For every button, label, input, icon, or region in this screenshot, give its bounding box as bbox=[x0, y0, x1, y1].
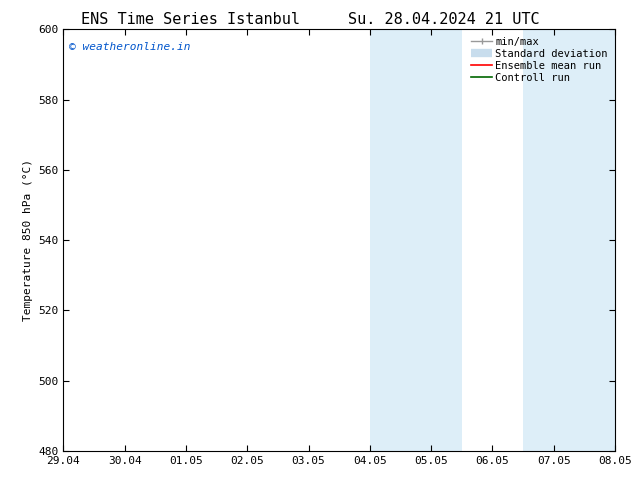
Bar bbox=[370, 29, 462, 451]
Text: © weatheronline.in: © weatheronline.in bbox=[69, 42, 190, 52]
Bar bbox=[523, 29, 634, 451]
Text: ENS Time Series Istanbul: ENS Time Series Istanbul bbox=[81, 12, 300, 27]
Text: Su. 28.04.2024 21 UTC: Su. 28.04.2024 21 UTC bbox=[348, 12, 540, 27]
Legend: min/max, Standard deviation, Ensemble mean run, Controll run: min/max, Standard deviation, Ensemble me… bbox=[469, 35, 610, 85]
Y-axis label: Temperature 850 hPa (°C): Temperature 850 hPa (°C) bbox=[23, 159, 33, 321]
